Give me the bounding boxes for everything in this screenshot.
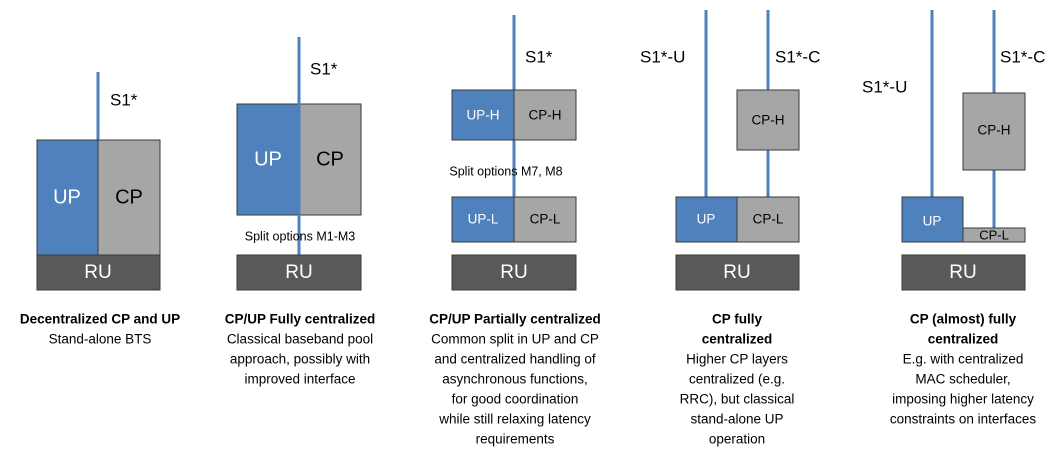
caption-title: CP fully (712, 312, 763, 327)
panel: S1* UP CP RU Decentralized CP and UP Sta… (20, 72, 180, 347)
box-label: RU (285, 262, 312, 283)
caption-body: improved interface (244, 372, 355, 387)
cp-box (962, 227, 1026, 243)
caption-title: CP/UP Partially centralized (429, 312, 601, 327)
up-box (451, 196, 515, 243)
caption-body: approach, possibly with (230, 352, 370, 367)
cp-box (736, 89, 800, 151)
box-label: CP-L (979, 227, 1009, 242)
box-label: UP-L (468, 212, 499, 227)
box-label: UP (53, 186, 81, 208)
cp-box (97, 139, 161, 256)
panel: S1*-U S1*-C CP-H UP CP-L RU CP (almost) … (862, 10, 1045, 427)
cp-box (962, 92, 1026, 171)
caption-body: stand-alone UP (690, 412, 783, 427)
panel: S1* UP CP Split options M1-M3 RU CP/UP F… (225, 37, 376, 387)
ru-box (451, 254, 577, 291)
interface-label: S1* (110, 90, 138, 109)
caption-title: Decentralized CP and UP (20, 312, 180, 327)
cp-box (513, 196, 577, 243)
panel: S1*-U S1*-C CP-H UP CP-L RU CP fully cen… (640, 10, 820, 447)
interface-label: S1*-U (862, 77, 907, 96)
cp-box (298, 103, 362, 216)
box-label: CP-H (529, 108, 562, 123)
box-label: RU (500, 262, 527, 283)
interface-label: S1*-C (775, 47, 820, 66)
caption-body: constraints on interfaces (890, 412, 1037, 427)
box-label: CP-L (530, 212, 561, 227)
caption-title: centralized (702, 332, 773, 347)
panel: S1* UP-H CP-H Split options M7, M8 UP-L … (429, 15, 601, 447)
box-label: RU (949, 262, 976, 283)
caption-body: E.g. with centralized (903, 352, 1024, 367)
up-box (901, 196, 964, 243)
box-label: CP (316, 148, 344, 170)
caption-body: Classical baseband pool (227, 332, 373, 347)
box-label: RU (84, 262, 111, 283)
split-label: Split options M7, M8 (449, 164, 562, 178)
ru-box (36, 254, 161, 291)
interface-label: S1* (310, 59, 338, 78)
box-label: CP-H (978, 123, 1011, 138)
caption-body: operation (709, 432, 765, 447)
caption-body: for good coordination (452, 392, 579, 407)
caption-body: Common split in UP and CP (431, 332, 599, 347)
box-label: CP-H (752, 113, 785, 128)
up-box (675, 196, 738, 243)
caption-body: and centralized handling of (434, 352, 596, 367)
box-label: RU (723, 262, 750, 283)
interface-label: S1* (525, 47, 553, 66)
ru-box (901, 254, 1026, 291)
caption-body: Stand-alone BTS (49, 332, 152, 347)
interface-label: S1*-U (640, 47, 685, 66)
caption-body: MAC scheduler, (915, 372, 1010, 387)
caption-title: CP (almost) fully (910, 312, 1017, 327)
caption-title: CP/UP Fully centralized (225, 312, 376, 327)
caption-title: centralized (928, 332, 999, 347)
cp-box (513, 89, 577, 141)
box-label: CP (115, 186, 143, 208)
interface-label: S1*-C (1000, 47, 1045, 66)
caption-body: Higher CP layers (686, 352, 788, 367)
split-label: Split options M1-M3 (245, 229, 356, 243)
caption-body: while still relaxing latency (438, 412, 591, 427)
ru-box (236, 254, 362, 291)
box-label: UP (923, 214, 942, 229)
caption-body: requirements (476, 432, 555, 447)
box-label: UP (254, 148, 282, 170)
ru-box (675, 254, 800, 291)
box-label: UP (697, 212, 716, 227)
box-label: CP-L (753, 212, 784, 227)
caption-body: RRC), but classical (680, 392, 795, 407)
caption-body: imposing higher latency (892, 392, 1034, 407)
caption-body: asynchronous functions, (442, 372, 588, 387)
cp-box (736, 196, 800, 243)
box-label: UP-H (467, 108, 500, 123)
caption-body: centralized (e.g. (689, 372, 785, 387)
